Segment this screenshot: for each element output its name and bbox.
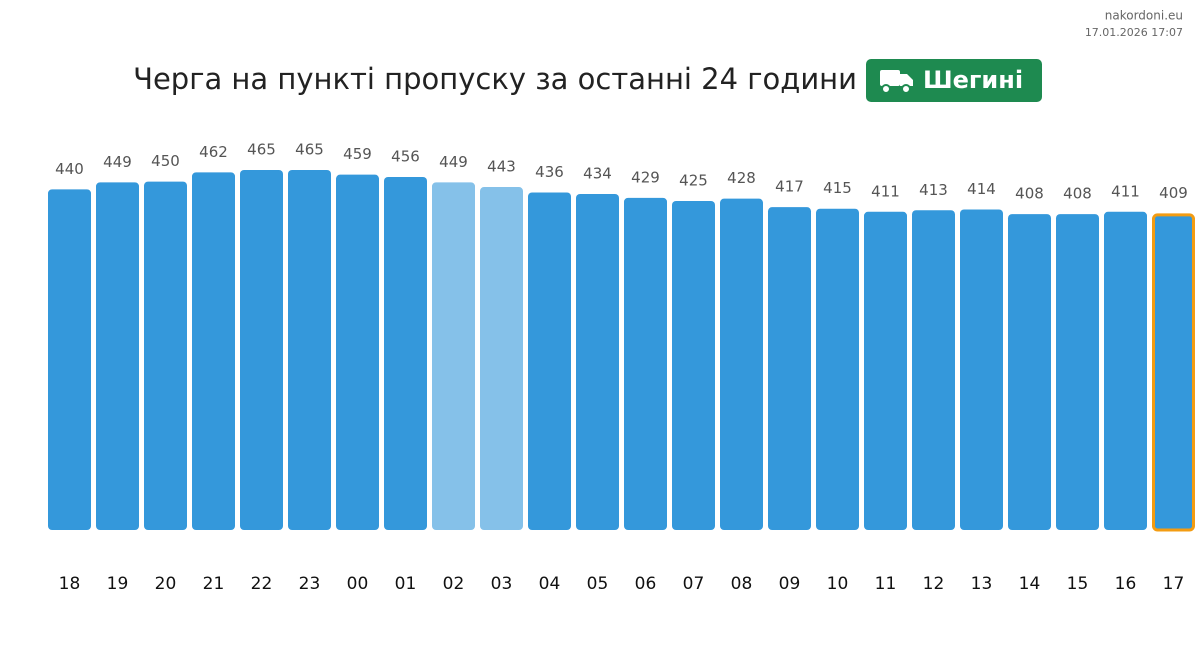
x-tick-label: 00 [347,574,369,594]
value-label: 449 [103,153,132,171]
bar [384,176,427,530]
x-tick-label: 11 [875,574,897,594]
chart-title: Черга на пункті пропуску за останні 24 г… [133,62,857,96]
value-label: 429 [631,168,660,186]
bar [672,200,715,530]
value-label: 425 [679,171,708,189]
bar [816,208,859,531]
bar [1152,213,1195,532]
x-tick-label: 06 [635,574,657,594]
x-tick-label: 16 [1115,574,1137,594]
bar [432,182,475,531]
bar [48,189,91,530]
value-label: 443 [487,158,516,176]
bar [1008,214,1051,530]
x-tick-label: 10 [827,574,849,594]
value-label: 413 [919,181,948,199]
bar [144,181,187,530]
x-tick-label: 20 [155,574,177,594]
x-tick-label: 04 [539,574,561,594]
value-label: 450 [151,152,180,170]
x-tick-label: 23 [299,574,321,594]
x-tick-label: 19 [107,574,129,594]
badge-text: Шегині [923,66,1023,94]
value-label: 411 [871,182,900,200]
x-tick-label: 02 [443,574,465,594]
value-label: 449 [439,153,468,171]
bar [336,174,379,531]
bar [912,210,955,531]
x-tick-label: 07 [683,574,705,594]
bar [720,198,763,531]
value-label: 459 [343,145,372,163]
bar [768,207,811,530]
value-label: 414 [967,180,996,198]
x-tick-label: 09 [779,574,801,594]
bar [624,197,667,530]
x-tick-label: 13 [971,574,993,594]
value-label: 434 [583,165,612,183]
value-label: 462 [199,143,228,161]
value-label: 408 [1063,185,1092,203]
bar [1056,214,1099,530]
value-label: 415 [823,179,852,197]
value-label: 456 [391,147,420,165]
x-tick-label: 01 [395,574,417,594]
truck-icon [880,70,913,94]
bar [96,182,139,531]
timestamp: 17.01.2026 17:07 [1085,26,1183,39]
x-tick-label: 17 [1163,574,1185,594]
value-label: 417 [775,178,804,196]
x-tick-label: 15 [1067,574,1089,594]
value-label: 428 [727,169,756,187]
bar [240,170,283,530]
x-tick-label: 14 [1019,574,1041,594]
bar [192,172,235,531]
value-label: 436 [535,163,564,181]
value-label: 440 [55,160,84,178]
x-tick-label: 22 [251,574,273,594]
x-tick-label: 12 [923,574,945,594]
bar [960,209,1003,530]
x-tick-label: 03 [491,574,513,594]
x-tick-label: 05 [587,574,609,594]
bar [864,211,907,530]
bar [480,187,523,530]
x-tick-label: 08 [731,574,753,594]
bar [528,192,571,531]
source: nakordoni.eu [1105,9,1183,23]
value-label: 408 [1015,185,1044,203]
x-tick-label: 21 [203,574,225,594]
value-label: 409 [1159,184,1188,202]
value-label: 411 [1111,182,1140,200]
badge: Шегині [866,59,1042,102]
bar [288,170,331,530]
bar [576,194,619,530]
value-label: 465 [247,141,276,159]
x-tick-label: 18 [59,574,81,594]
value-label: 465 [295,141,324,159]
bar [1104,211,1147,530]
